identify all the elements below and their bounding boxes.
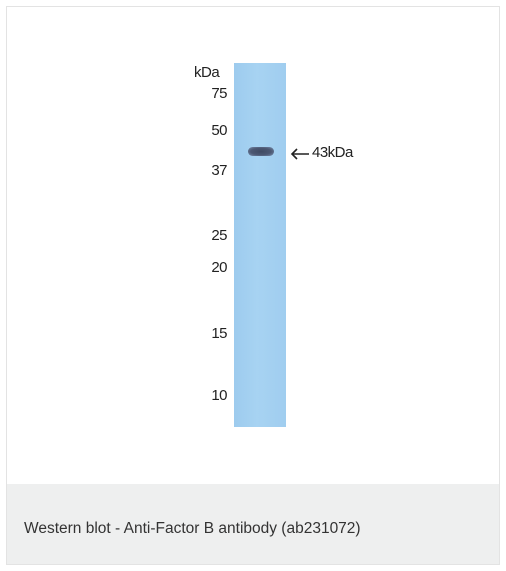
band-annotation: 43kDa — [290, 143, 376, 165]
marker-20: 20 — [211, 259, 227, 276]
western-blot-figure: kDa 75 50 37 25 20 15 10 43kDa — [7, 7, 499, 484]
unit-label: kDa — [194, 64, 220, 81]
marker-37: 37 — [211, 162, 227, 179]
marker-50: 50 — [211, 122, 227, 139]
band-size-label: 43kDa — [312, 144, 353, 161]
marker-10: 10 — [211, 387, 227, 404]
marker-75: 75 — [211, 85, 227, 102]
blot-lane — [234, 63, 286, 427]
protein-band — [248, 147, 274, 156]
marker-25: 25 — [211, 227, 227, 244]
figure-caption: Western blot - Anti-Factor B antibody (a… — [24, 520, 361, 537]
caption-bar: Western blot - Anti-Factor B antibody (a… — [7, 484, 499, 564]
marker-15: 15 — [211, 325, 227, 342]
image-card: kDa 75 50 37 25 20 15 10 43kDa Western b… — [6, 6, 500, 565]
left-arrow-icon — [290, 148, 309, 160]
